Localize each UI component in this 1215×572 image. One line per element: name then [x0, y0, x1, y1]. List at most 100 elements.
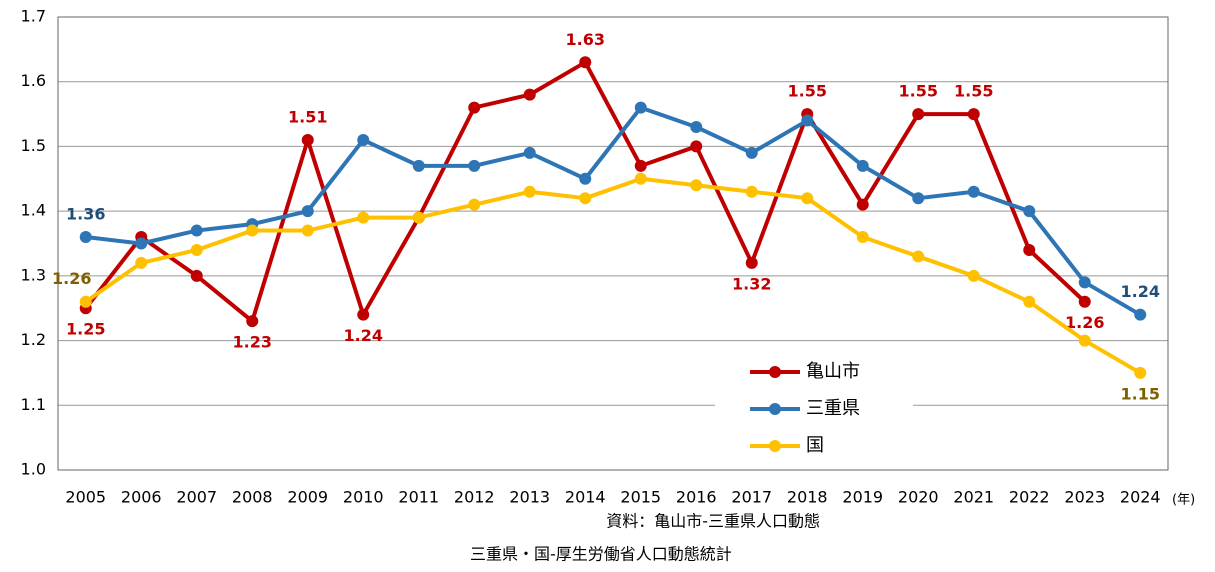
data-label: 1.51	[288, 107, 327, 126]
x-tick-label: 2023	[1064, 488, 1105, 507]
data-point	[579, 172, 592, 185]
data-point	[79, 231, 92, 244]
data-point	[523, 146, 536, 159]
x-tick-label: 2024	[1120, 488, 1161, 507]
data-point	[690, 140, 703, 153]
data-point	[1134, 308, 1147, 321]
data-point	[856, 198, 869, 211]
x-tick-label: 2014	[565, 488, 606, 507]
data-label: 1.24	[1121, 282, 1160, 301]
data-point	[856, 159, 869, 172]
data-label: 1.55	[788, 82, 827, 101]
data-point	[634, 101, 647, 114]
data-label: 1.55	[954, 82, 993, 101]
data-point	[1078, 334, 1091, 347]
data-point	[912, 108, 925, 121]
series-line	[85, 105, 1142, 317]
data-label: 1.23	[233, 333, 272, 352]
y-tick-label: 1.7	[21, 7, 46, 26]
y-tick-label: 1.5	[21, 136, 46, 155]
data-point	[190, 243, 203, 256]
series-line	[84, 176, 1142, 375]
data-point	[1134, 366, 1147, 379]
data-point	[1078, 295, 1091, 308]
data-label: 1.36	[66, 205, 105, 224]
series-line	[84, 60, 1087, 324]
data-point	[357, 308, 370, 321]
x-tick-label: 2021	[953, 488, 994, 507]
data-point	[801, 114, 814, 127]
data-point	[1023, 243, 1036, 256]
x-tick-label: 2008	[232, 488, 273, 507]
source-note: 三重県・国-厚生労働省人口動態統計	[470, 545, 732, 564]
data-label: 1.26	[1065, 313, 1104, 332]
data-point	[745, 185, 758, 198]
data-point	[523, 88, 536, 101]
legend-label: 三重県	[806, 398, 860, 419]
data-point	[135, 237, 148, 250]
x-tick-label: 2015	[620, 488, 661, 507]
data-point	[690, 121, 703, 134]
data-point	[690, 179, 703, 192]
data-point	[523, 185, 536, 198]
y-tick-label: 1.4	[21, 201, 46, 220]
data-point	[246, 224, 259, 237]
data-point	[357, 133, 370, 146]
data-point	[579, 192, 592, 205]
y-tick-label: 1.3	[21, 265, 46, 284]
source-note: 資料：亀山市-三重県人口動態	[606, 512, 820, 531]
data-label: 1.32	[732, 274, 771, 293]
x-unit: (年)	[1172, 493, 1195, 508]
data-point	[412, 159, 425, 172]
data-point	[634, 159, 647, 172]
data-point	[468, 159, 481, 172]
data-point	[745, 256, 758, 269]
data-point	[357, 211, 370, 224]
data-point	[967, 108, 980, 121]
data-label: 1.26	[52, 269, 91, 288]
data-point	[912, 250, 925, 263]
x-tick-label: 2005	[65, 488, 106, 507]
data-point	[190, 269, 203, 282]
x-tick-label: 2006	[121, 488, 162, 507]
data-point	[412, 211, 425, 224]
y-tick-label: 1.6	[21, 71, 46, 90]
data-label: 1.24	[344, 326, 383, 345]
legend-marker	[769, 440, 781, 452]
data-point	[912, 192, 925, 205]
data-point	[468, 198, 481, 211]
data-point	[246, 315, 259, 328]
data-point	[190, 224, 203, 237]
data-label: 1.55	[899, 82, 938, 101]
data-point	[967, 185, 980, 198]
legend-label: 国	[806, 435, 824, 456]
legend-label: 亀山市	[806, 361, 860, 382]
x-tick-label: 2009	[287, 488, 328, 507]
legend-marker	[769, 366, 781, 378]
data-point	[1023, 295, 1036, 308]
data-label: 1.15	[1121, 384, 1160, 403]
x-tick-label: 2019	[842, 488, 883, 507]
data-point	[301, 224, 314, 237]
data-point	[967, 269, 980, 282]
y-tick-label: 1.1	[21, 395, 46, 414]
data-label: 1.63	[566, 30, 605, 49]
data-point	[634, 172, 647, 185]
legend-marker	[769, 403, 781, 415]
data-point	[1078, 276, 1091, 289]
y-tick-label: 1.2	[21, 330, 46, 349]
plot-border	[57, 16, 1169, 471]
x-tick-label: 2012	[454, 488, 495, 507]
data-label: 1.25	[66, 320, 105, 339]
data-point	[79, 295, 92, 308]
data-point	[301, 133, 314, 146]
x-tick-label: 2007	[176, 488, 217, 507]
data-point	[1023, 205, 1036, 218]
data-point	[301, 205, 314, 218]
data-point	[468, 101, 481, 114]
legend-box	[715, 350, 913, 468]
x-tick-label: 2016	[676, 488, 717, 507]
y-tick-label: 1.0	[21, 460, 46, 479]
x-tick-label: 2022	[1009, 488, 1050, 507]
